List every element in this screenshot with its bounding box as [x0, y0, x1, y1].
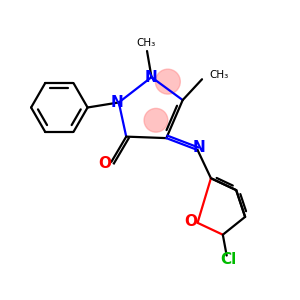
Text: Cl: Cl	[220, 253, 237, 268]
Text: CH₃: CH₃	[137, 38, 156, 48]
Text: O: O	[98, 156, 111, 171]
Circle shape	[144, 108, 168, 132]
Text: O: O	[184, 214, 197, 229]
Text: N: N	[111, 95, 124, 110]
Text: N: N	[193, 140, 206, 155]
Text: N: N	[145, 70, 158, 85]
Circle shape	[155, 69, 180, 94]
Text: CH₃: CH₃	[209, 70, 229, 80]
